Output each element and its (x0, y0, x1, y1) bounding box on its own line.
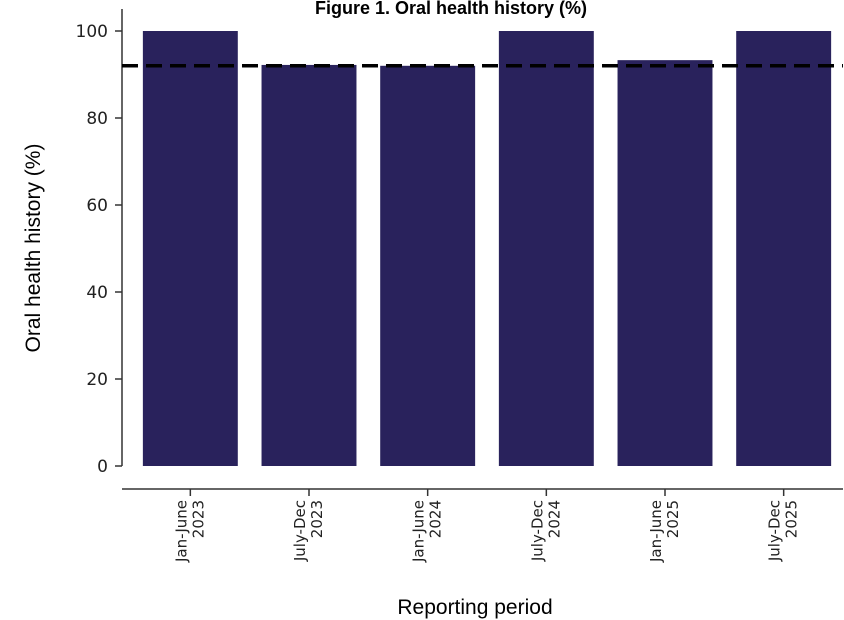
y-tick-label: 60 (86, 196, 108, 216)
x-tick-label-line: 2023 (308, 500, 326, 538)
bar (380, 65, 476, 467)
y-axis-title: Oral health history (%) (22, 144, 45, 353)
bar (261, 64, 357, 467)
x-tick-label-line: 2025 (664, 500, 682, 538)
x-tick-label: Jan-June2024 (410, 500, 445, 563)
y-tick-label: 100 (76, 22, 108, 42)
x-tick-label-line: 2024 (427, 500, 445, 538)
x-tick-label-line: 2025 (783, 500, 801, 538)
x-tick-label-line: Jan-June (172, 500, 190, 563)
y-tick-label: 80 (86, 109, 108, 129)
bar (736, 31, 832, 466)
bar (142, 31, 238, 466)
chart-title: Figure 1. Oral health history (%) (315, 0, 587, 18)
x-tick-label-line: 2024 (545, 500, 563, 538)
x-tick-label: July-Dec2023 (291, 500, 326, 562)
bars (142, 31, 832, 467)
x-tick-label: Jan-June2025 (647, 500, 682, 563)
y-tick-label: 0 (97, 457, 108, 477)
x-tick-label-line: July-Dec (291, 500, 309, 562)
x-tick-label-line: Jan-June (410, 500, 428, 563)
bar (498, 31, 594, 466)
bar (617, 60, 713, 467)
y-tick-label: 20 (86, 370, 108, 390)
x-tick-label-line: July-Dec (528, 500, 546, 562)
x-ticks: Jan-June2023 July-Dec2023 Jan-June2024 July… (172, 489, 801, 563)
y-tick-label: 40 (86, 283, 108, 303)
x-tick-label: Jan-June2023 (172, 500, 207, 563)
x-tick-label: July-Dec2025 (766, 500, 801, 562)
x-tick-label-line: Jan-June (647, 500, 665, 563)
x-tick-label-line: 2023 (189, 500, 207, 538)
y-axis: 0 20 40 60 80 100 (76, 9, 123, 477)
x-tick-label-line: July-Dec (766, 500, 784, 562)
x-axis-title: Reporting period (397, 596, 552, 619)
x-tick-label: July-Dec2024 (528, 500, 563, 562)
